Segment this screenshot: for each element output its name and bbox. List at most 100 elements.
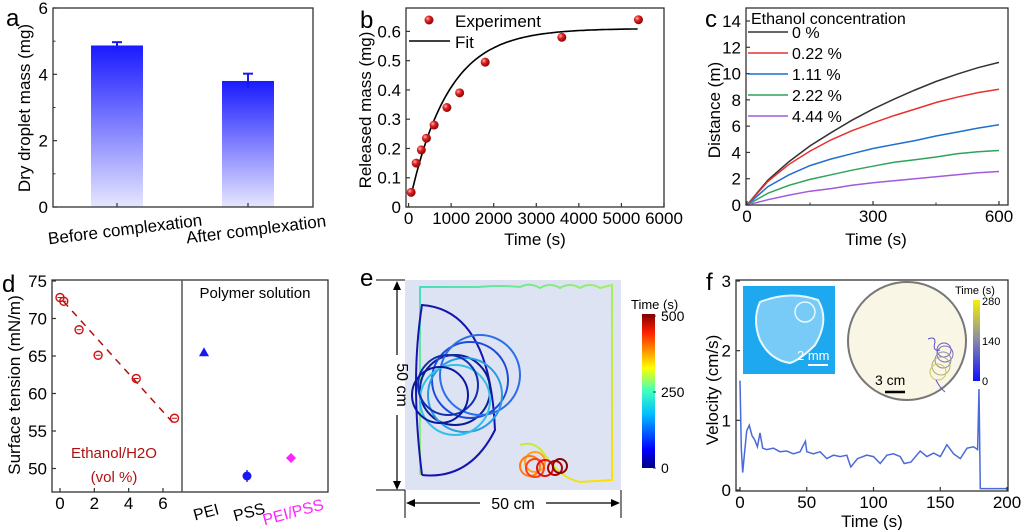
legend-label: 2.22 % xyxy=(792,88,842,105)
x-tick-label: 1000 xyxy=(432,209,470,228)
x-tick-label: 6 xyxy=(158,494,167,513)
x-tick-label: 4 xyxy=(124,494,133,513)
colorbar-label: Time (s) xyxy=(631,297,678,312)
x-category-label: PEI xyxy=(192,501,221,524)
data-point xyxy=(442,103,452,112)
trajectory-loop xyxy=(524,451,546,473)
y-tick-label: 6 xyxy=(39,0,48,18)
scale-bar-label: 3 cm xyxy=(875,372,905,388)
y-axis-label: Released mass (mg) xyxy=(356,32,375,189)
trajectory-loop xyxy=(419,364,491,436)
legend-marker-experiment xyxy=(424,15,434,25)
bar xyxy=(91,45,143,207)
x-tick-label: 0 xyxy=(742,207,751,226)
panel-label-b: b xyxy=(360,7,373,34)
y-axis-label: Velocity (cm/s) xyxy=(703,335,722,446)
data-point xyxy=(455,88,465,98)
legend-label: 0 % xyxy=(792,25,820,42)
panel-label-e: e xyxy=(360,265,373,292)
label-bg xyxy=(389,355,405,415)
bar xyxy=(222,80,274,207)
series-line xyxy=(746,149,1000,206)
y-axis-label: Surface tension (mN/m) xyxy=(5,295,24,475)
y-tick-label: 14 xyxy=(722,12,741,31)
y-tick-label: 0 xyxy=(732,196,741,215)
y-tick-label: 6 xyxy=(732,117,741,136)
arena xyxy=(405,280,621,490)
trajectory-loop xyxy=(929,363,947,381)
trajectory-path xyxy=(927,337,946,393)
x-axis-label: Time (s) xyxy=(845,230,907,249)
label-bg xyxy=(480,494,546,512)
y-tick-label: 0.3 xyxy=(377,110,401,129)
trajectory-loop xyxy=(427,357,503,433)
series-line xyxy=(746,124,1000,206)
panel-label-d: d xyxy=(2,271,15,298)
legend-label-fit: Fit xyxy=(455,33,474,52)
data-point xyxy=(169,413,180,423)
x-tick-label: 300 xyxy=(859,207,887,226)
annotation-vol: (vol %) xyxy=(91,469,138,486)
y-tick-label: 8 xyxy=(732,91,741,110)
x-tick-label: 0 xyxy=(404,209,413,228)
x-tick-label: Before complexation xyxy=(47,211,203,249)
legend-label: 0.22 % xyxy=(792,46,842,63)
legend-label: 4.44 % xyxy=(792,109,842,126)
x-tick-label: 150 xyxy=(926,493,954,512)
x-tick-label: 600 xyxy=(985,207,1013,226)
x-tick-label: 5000 xyxy=(603,209,641,228)
series-line xyxy=(746,170,1000,206)
colorbar-tick-label: 500 xyxy=(661,308,685,324)
panel-d: 50 55 60 65 70 75 0 2 4 6 Surface tension (mN/m) Et… xyxy=(5,272,329,530)
trajectory-loop xyxy=(934,351,952,369)
inset-colorbar-tick-label: 0 xyxy=(982,376,988,388)
x-axis-label: Time (s) xyxy=(841,512,903,530)
y-tick-label: 4 xyxy=(39,65,48,84)
y-tick-label: 65 xyxy=(28,347,47,366)
y-tick-label: 0.6 xyxy=(377,22,401,41)
data-point xyxy=(93,350,103,360)
panel-e: 50 cm 50 cm Time (s) 0 250 500 xyxy=(376,279,685,518)
data-point xyxy=(557,32,567,42)
data-point xyxy=(131,373,141,384)
axes-frame xyxy=(735,279,1009,492)
data-point-pei-pss xyxy=(286,453,296,463)
y-tick-label: 70 xyxy=(28,310,47,329)
colorbar-tick-label: 0 xyxy=(661,460,669,476)
y-tick-label: 50 xyxy=(28,460,47,479)
x-tick-label: 100 xyxy=(859,493,887,512)
y-tick-label: 55 xyxy=(28,422,47,441)
panel-label-c: c xyxy=(705,6,717,33)
colorbar-tick-label: 250 xyxy=(661,384,685,400)
y-tick-label: 75 xyxy=(28,272,47,291)
x-tick-label: 0 xyxy=(735,493,744,512)
legend-label: 1.11 % xyxy=(792,67,841,84)
x-axis-label: Time (s) xyxy=(504,230,566,249)
y-tick-label: 0.1 xyxy=(377,169,401,188)
trajectory-loop xyxy=(417,354,479,416)
series-line xyxy=(746,61,1000,206)
y-tick-label: 12 xyxy=(722,38,741,57)
y-tick-label: 0 xyxy=(39,198,48,217)
panel-b: 00.10.20.30.40.50.60 1000 2000 3000 4000 5000… xyxy=(356,7,683,249)
data-point xyxy=(421,133,431,143)
x-tick-label: 6000 xyxy=(645,209,683,228)
trajectory-inset xyxy=(847,281,967,401)
y-tick-label: 0.4 xyxy=(377,81,401,100)
trajectory-loop xyxy=(552,458,568,474)
velocity-line xyxy=(739,380,1007,490)
x-tick-label: 4000 xyxy=(560,209,598,228)
y-tick-label: 2 xyxy=(732,170,741,189)
hydrogel-photo xyxy=(794,301,816,323)
data-point xyxy=(429,120,439,130)
fit-line xyxy=(410,28,638,196)
inset-colorbar-tick-label: 140 xyxy=(982,336,1000,348)
data-point xyxy=(633,15,643,25)
x-category-label: PEI/PSS xyxy=(261,497,326,530)
y-tick-label: 0 xyxy=(722,481,731,500)
photo-inset xyxy=(743,286,835,374)
axes-frame xyxy=(745,7,1009,206)
